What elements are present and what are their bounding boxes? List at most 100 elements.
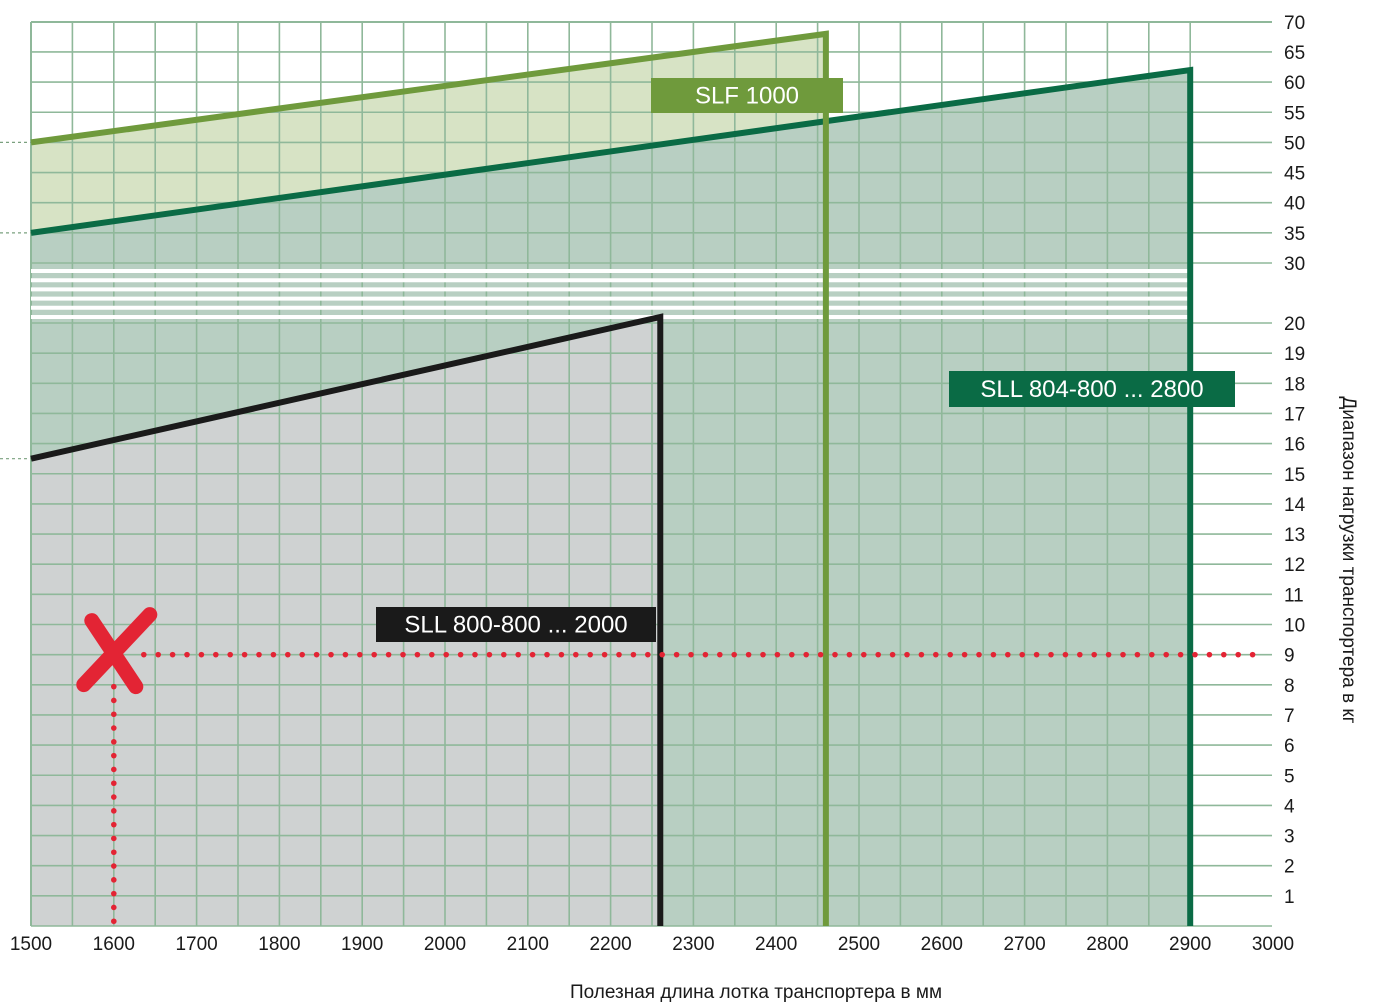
guide-dot-horizontal — [918, 651, 925, 658]
guide-dot-horizontal — [875, 651, 881, 658]
x-tick-label: 2600 — [921, 934, 963, 955]
y-tick-label: 70 — [1284, 13, 1305, 34]
guide-dot-vertical — [111, 683, 117, 690]
guide-dot-horizontal — [198, 651, 205, 658]
guide-dot-horizontal — [270, 651, 277, 658]
guide-dot-horizontal — [717, 651, 723, 658]
guide-dot-horizontal — [371, 651, 378, 658]
guide-dot-vertical — [111, 918, 117, 925]
guide-dot-vertical — [111, 849, 117, 856]
guide-dot-horizontal — [904, 651, 910, 658]
guide-dot-horizontal — [1163, 651, 1169, 658]
guide-dot-vertical — [111, 752, 117, 759]
x-tick-label: 1800 — [258, 934, 300, 955]
guide-dot-horizontal — [760, 651, 766, 658]
guide-dot-vertical — [111, 725, 117, 731]
guide-dot-horizontal — [1120, 651, 1126, 658]
y-tick-label: 30 — [1284, 254, 1305, 275]
guide-dot-vertical — [111, 697, 117, 704]
guide-dot-horizontal — [472, 651, 478, 658]
y-tick-label: 40 — [1284, 194, 1305, 215]
guide-dot-horizontal — [1134, 651, 1141, 658]
guide-dot-horizontal — [673, 651, 680, 658]
x-marker-stroke — [76, 607, 158, 693]
guide-dot-horizontal — [558, 651, 565, 658]
y-tick-label: 2 — [1284, 857, 1295, 878]
y-tick-label: 17 — [1284, 404, 1305, 425]
guide-dot-horizontal — [947, 651, 953, 658]
guide-dot-horizontal — [976, 651, 982, 658]
guide-dot-horizontal — [659, 651, 665, 658]
y-tick-label: 18 — [1284, 374, 1305, 395]
guide-dot-horizontal — [789, 651, 795, 658]
y-tick-label: 14 — [1284, 495, 1306, 516]
guide-dot-horizontal — [529, 651, 536, 658]
guide-dot-horizontal — [501, 651, 507, 658]
guide-dot-horizontal — [990, 651, 997, 658]
guide-dot-horizontal — [544, 651, 550, 658]
guide-dot-horizontal — [745, 651, 752, 658]
guide-dot-horizontal — [601, 651, 608, 658]
x-tick-label: 2500 — [838, 934, 880, 955]
guide-dot-horizontal — [414, 651, 421, 658]
guide-dot-horizontal — [861, 651, 867, 658]
y-tick-label: 4 — [1284, 796, 1295, 817]
x-tick-label: 2100 — [507, 934, 549, 955]
series-lines — [30, 30, 1194, 926]
guide-dot-horizontal — [1206, 651, 1213, 658]
guide-dot-horizontal — [184, 651, 190, 658]
guide-dot-horizontal — [1005, 651, 1011, 658]
guide-dot-horizontal — [1019, 651, 1025, 658]
guide-dot-horizontal — [645, 651, 651, 658]
y-tick-label: 35 — [1284, 224, 1305, 245]
guide-dot-horizontal — [1033, 651, 1040, 658]
guide-dot-horizontal — [299, 651, 306, 658]
x-tick-label: 2000 — [424, 934, 466, 955]
series-label-box-sll800 — [376, 607, 656, 642]
series-label-box-sll804 — [949, 371, 1235, 407]
guide-dot-horizontal — [241, 651, 248, 658]
series-label-box-slf — [651, 78, 843, 113]
y-tick-label: 45 — [1284, 164, 1305, 185]
y-tick-label: 7 — [1284, 706, 1295, 727]
y-tick-label: 15 — [1284, 465, 1305, 486]
y-tick-label: 60 — [1284, 73, 1305, 94]
y-tick-label: 5 — [1284, 766, 1295, 787]
guide-dot-horizontal — [688, 651, 694, 658]
y-tick-label: 16 — [1284, 435, 1305, 456]
guide-dot-horizontal — [1177, 651, 1184, 658]
guide-dot-horizontal — [933, 651, 939, 658]
series-line-sll800 — [30, 313, 664, 926]
y-tick-label: 10 — [1284, 616, 1305, 637]
guide-dot-horizontal — [1105, 651, 1112, 658]
y-tick-label: 1 — [1284, 887, 1295, 908]
guide-dot-horizontal — [1077, 651, 1083, 658]
series-labels: SLF 1000 SLL 804-800 ... 2800 SLL 800-800 … — [376, 78, 1235, 642]
y-axis-title: Диапазон нагрузки транспортера в кг — [1338, 396, 1359, 723]
tick-labels: 1500 1600 1700 1800 1900 2000 2100 2200 2300 2400… — [10, 13, 1306, 955]
guide-dot-horizontal — [587, 651, 593, 658]
guide-dot-horizontal — [573, 651, 579, 658]
y-tick-label: 8 — [1284, 676, 1295, 697]
y-tick-label: 20 — [1284, 314, 1305, 335]
y-tick-label: 55 — [1284, 103, 1305, 124]
series-label-sll804: SLL 804-800 ... 2800 — [980, 376, 1203, 403]
x-tick-label: 3000 — [1252, 934, 1294, 955]
guide-dot-vertical — [111, 711, 117, 718]
series-label-sll800: SLL 800-800 ... 2000 — [404, 612, 627, 639]
guide-dot-horizontal — [515, 651, 521, 658]
guide-dot-vertical — [111, 904, 117, 911]
guide-dot-horizontal — [400, 651, 406, 658]
annotation-marker — [76, 607, 1256, 925]
guide-dot-horizontal — [1235, 651, 1241, 658]
y-tick-label: 65 — [1284, 43, 1305, 64]
guide-dot-vertical — [111, 835, 117, 842]
guide-dot-horizontal — [357, 651, 363, 658]
y-tick-label: 13 — [1284, 525, 1305, 546]
guide-dot-horizontal — [1221, 651, 1227, 658]
guide-dot-horizontal — [1249, 651, 1256, 658]
guide-dot-horizontal — [169, 651, 176, 658]
y-tick-label: 19 — [1284, 344, 1305, 365]
x-tick-label: 2300 — [672, 934, 714, 955]
guide-dot-horizontal — [846, 651, 853, 658]
